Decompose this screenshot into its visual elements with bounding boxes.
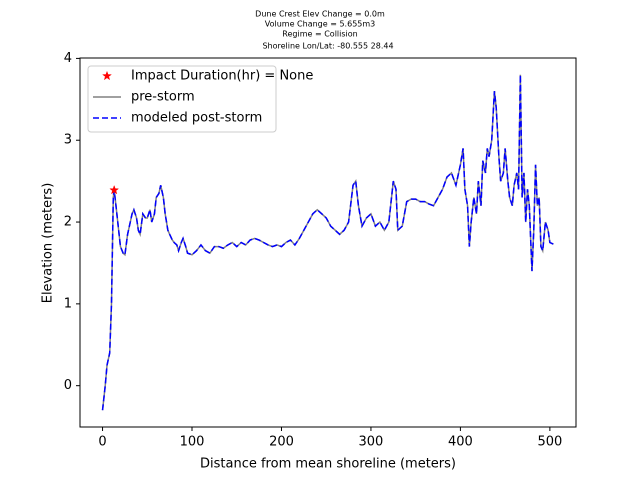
legend-label: modeled post-storm [131, 111, 262, 126]
y-tick-label: 2 [64, 215, 72, 230]
x-tick-label: 300 [359, 435, 384, 450]
y-tick-label: 4 [64, 51, 72, 66]
title-line: Shoreline Lon/Lat: -80.555 28.44 [262, 42, 393, 51]
x-tick-label: 400 [448, 435, 473, 450]
x-tick-label: 100 [180, 435, 205, 450]
legend-marker [101, 70, 113, 81]
impact-marker [109, 184, 120, 195]
legend-label: Impact Duration(hr) = None [131, 69, 313, 84]
axes-frame [79, 57, 577, 428]
y-tick-label: 1 [64, 296, 72, 311]
y-tick-label: 3 [64, 133, 72, 148]
legend-box [87, 65, 277, 133]
y-tick-label: 0 [64, 378, 72, 393]
title-line: Volume Change = 5.655m3 [265, 20, 376, 29]
title-line: Dune Crest Elev Change = 0.0m [255, 10, 385, 19]
x-tick-label: 500 [537, 435, 562, 450]
legend: Impact Duration(hr) = None pre-storm model… [87, 65, 313, 133]
x-tick-label: 200 [269, 435, 294, 450]
x-axis-label: Distance from mean shoreline (meters) [200, 457, 456, 472]
data-line [101, 74, 554, 411]
title-line: Regime = Collision [282, 30, 357, 39]
legend-label: pre-storm [131, 90, 195, 105]
x-tick-label: 0 [98, 435, 106, 450]
y-axis-label: Elevation (meters) [41, 183, 56, 304]
